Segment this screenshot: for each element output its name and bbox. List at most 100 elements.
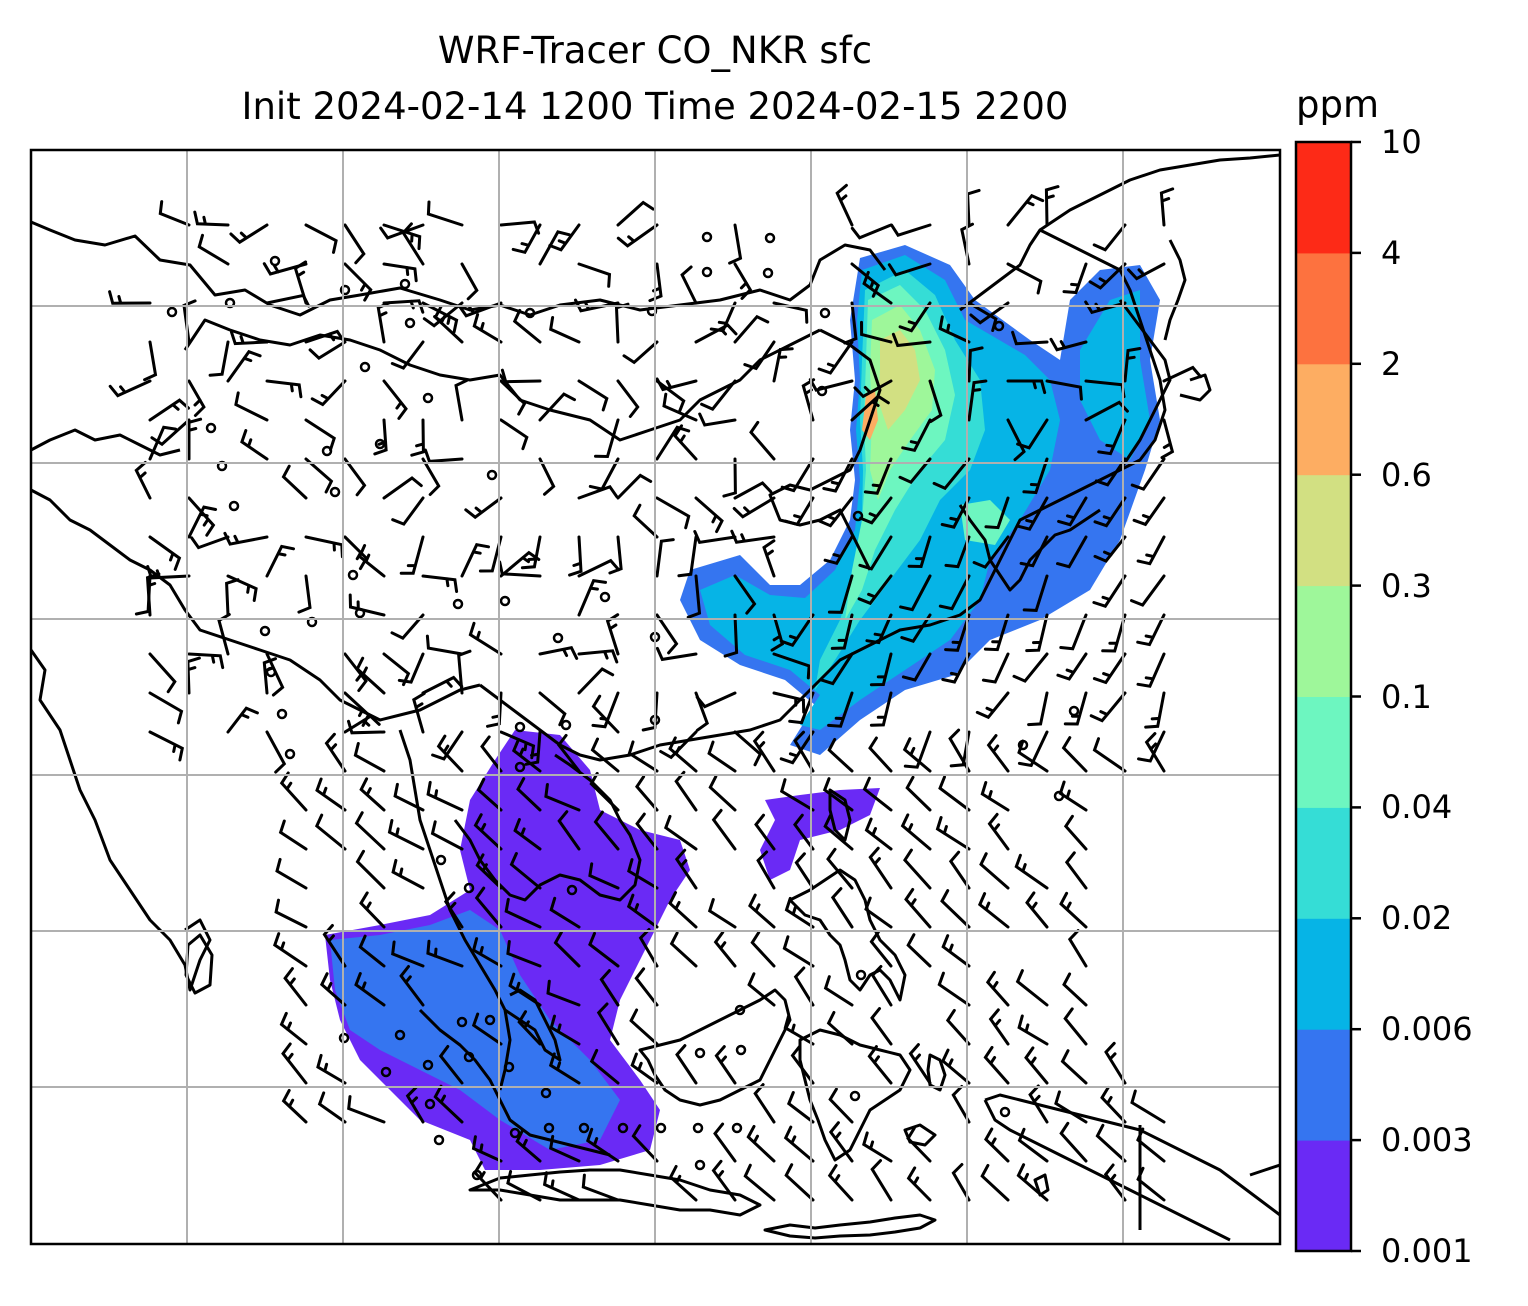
- wind-barb: [355, 656, 386, 695]
- wind-barb: [900, 813, 932, 851]
- wind-barb: [714, 1045, 737, 1085]
- wind-barb: [1088, 262, 1127, 290]
- map-area: [31, 150, 1280, 1244]
- wind-barb: [390, 340, 425, 370]
- wind-barb: [819, 652, 854, 686]
- wind-barb: [293, 260, 308, 305]
- wind-barb: [548, 1052, 581, 1085]
- colorbar-tick-label: 0.1: [1381, 677, 1432, 716]
- wind-barb: [905, 775, 932, 812]
- wind-barb: [784, 496, 815, 527]
- wind-barb: [1028, 1084, 1049, 1124]
- wind-barb: [197, 233, 230, 266]
- wind-barb: [733, 314, 770, 344]
- wind-barb: [279, 1011, 308, 1046]
- wind-barb: [944, 535, 971, 569]
- wind-barb: [354, 811, 386, 851]
- colorbar-tick-label: 0.3: [1381, 566, 1432, 605]
- wind-barb: [508, 972, 542, 1007]
- wind-barb: [901, 418, 932, 453]
- wind-barb: [443, 891, 464, 929]
- wind-barb: [1095, 1123, 1127, 1163]
- wind-barb: [635, 775, 659, 812]
- calm-wind-marker: [422, 392, 434, 404]
- wind-barb: [513, 818, 542, 851]
- wind-barb: [862, 776, 893, 812]
- wind-barb: [732, 496, 776, 519]
- wind-barb: [556, 733, 581, 773]
- calm-wind-marker: [435, 854, 447, 866]
- wind-barb: [668, 891, 698, 929]
- wind-barb: [588, 931, 620, 968]
- wind-barb: [283, 967, 308, 1007]
- calm-wind-marker: [566, 884, 578, 896]
- wind-barb: [1054, 1090, 1088, 1124]
- wind-barb: [265, 379, 303, 399]
- wind-barb: [1064, 851, 1088, 890]
- wind-barb: [397, 652, 425, 684]
- wind-barb: [391, 496, 425, 526]
- wind-barb: [1017, 730, 1049, 768]
- wind-barb: [822, 777, 854, 812]
- wind-barb: [605, 613, 620, 656]
- wind-barb: [304, 329, 346, 344]
- wind-barb: [577, 649, 619, 664]
- wind-barb: [1012, 652, 1049, 683]
- wind-barb: [343, 223, 366, 265]
- wind-barb: [390, 613, 425, 640]
- wind-barb: [1162, 365, 1203, 383]
- calm-wind-marker: [993, 320, 1005, 332]
- wind-barb: [793, 813, 815, 851]
- wind-barb: [632, 503, 659, 539]
- wind-barb: [730, 529, 776, 544]
- map-title-line2: Init 2024-02-14 1200 Time 2024-02-15 220…: [241, 85, 1069, 128]
- wind-barb: [589, 771, 620, 812]
- wind-barb: [1059, 891, 1088, 929]
- wind-barb: [108, 290, 152, 305]
- wind-barb: [426, 939, 464, 968]
- wind-barb: [148, 691, 184, 725]
- wind-barb: [511, 738, 542, 773]
- calm-wind-marker: [269, 255, 281, 267]
- wind-barb: [319, 972, 347, 1007]
- calm-wind-marker: [819, 307, 831, 319]
- wind-barb: [786, 1091, 815, 1124]
- wind-barb: [433, 305, 464, 344]
- wind-barb: [862, 1131, 893, 1163]
- wind-barb: [827, 1164, 854, 1202]
- wind-barb: [577, 379, 609, 412]
- wind-barb: [387, 819, 425, 851]
- wind-barb: [577, 262, 612, 288]
- wind-barb: [391, 940, 425, 968]
- calm-wind-marker: [339, 284, 351, 296]
- wind-barb: [983, 1045, 1010, 1085]
- wind-barb: [186, 656, 201, 695]
- wind-barb: [499, 418, 529, 451]
- wind-barb: [887, 262, 932, 277]
- colorbar-segment: [1296, 142, 1351, 254]
- wind-barb: [616, 200, 655, 227]
- wind-barb: [1059, 613, 1088, 651]
- wind-barb: [857, 574, 893, 606]
- wind-barb: [899, 574, 932, 612]
- wind-barb: [985, 970, 1010, 1007]
- wind-barb: [1025, 613, 1049, 653]
- colorbar-segment: [1296, 918, 1351, 1030]
- wind-barb: [512, 308, 542, 344]
- wind-barb: [967, 301, 998, 332]
- wind-barb: [908, 1043, 932, 1085]
- wind-barb: [230, 330, 269, 346]
- calm-wind-marker: [852, 510, 864, 522]
- calm-wind-marker: [359, 361, 371, 373]
- wind-barb: [900, 613, 932, 643]
- wind-barb: [830, 613, 854, 650]
- wind-barb: [343, 652, 368, 692]
- wind-barb: [577, 558, 621, 578]
- wind-barb: [1006, 193, 1045, 227]
- wind-barb: [353, 742, 386, 773]
- wind-barb: [382, 476, 423, 500]
- wind-barb: [662, 392, 698, 422]
- wind-barb: [1089, 691, 1127, 723]
- wind-barb: [143, 340, 158, 382]
- calm-wind-marker: [276, 708, 288, 720]
